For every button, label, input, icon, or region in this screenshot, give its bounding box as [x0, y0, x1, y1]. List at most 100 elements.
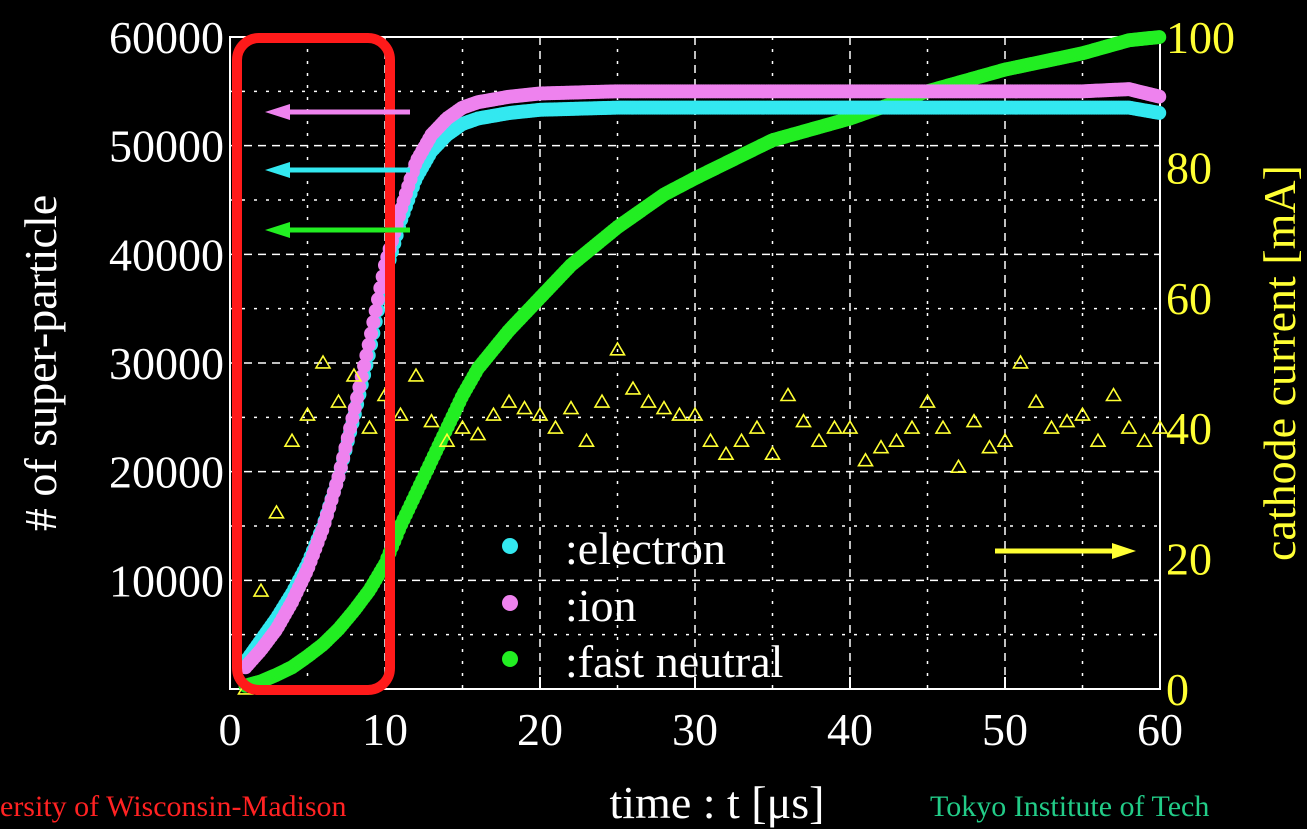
x-tick-label: 0	[219, 704, 242, 755]
data-point	[368, 303, 383, 318]
data-point	[717, 445, 735, 460]
data-point	[357, 358, 372, 373]
data-point	[438, 432, 456, 447]
data-point	[500, 393, 518, 408]
arrow-ion-to-left-axis	[265, 104, 410, 120]
y-left-tick-label: 20000	[109, 447, 224, 498]
data-point	[841, 419, 859, 434]
data-point	[996, 432, 1014, 447]
y-right-axis-title: cathode current [mA]	[1254, 165, 1305, 561]
x-tick-labels: 0 10 20 30 40 50 60	[219, 677, 1183, 755]
arrow-electron-to-left-axis	[265, 162, 410, 178]
legend-label-electron: :electron	[565, 523, 726, 574]
data-point	[686, 406, 704, 421]
legend-label-fast-neutral: :fast neutral	[565, 636, 783, 687]
data-point	[826, 419, 843, 434]
data-point	[299, 406, 316, 421]
data-point	[934, 419, 952, 434]
data-point	[345, 367, 363, 382]
series-electron	[238, 100, 1167, 669]
data-point	[1058, 413, 1076, 428]
data-point	[1152, 89, 1167, 104]
data-point	[347, 401, 362, 416]
data-point	[407, 367, 425, 382]
data-point	[359, 348, 374, 363]
x-axis-title: time : t [μs]	[609, 777, 824, 828]
x-tick-label: 10	[362, 704, 408, 755]
data-point	[1120, 419, 1138, 434]
x-tick-label: 40	[827, 704, 873, 755]
x-tick-label: 30	[672, 704, 718, 755]
data-point	[392, 406, 409, 421]
data-point	[733, 432, 750, 447]
data-point	[810, 432, 828, 447]
footer-right-institution: Tokyo Institute of Tech	[930, 790, 1210, 823]
data-point	[423, 413, 440, 428]
data-point	[314, 354, 332, 369]
y-right-tick-label: 0	[1166, 664, 1189, 715]
data-point	[1043, 419, 1060, 434]
arrow-fast-neutral-to-left-axis	[265, 222, 410, 238]
data-point	[1152, 30, 1167, 45]
y-left-tick-label: 30000	[109, 338, 224, 389]
data-point	[1027, 393, 1045, 408]
data-point	[252, 582, 270, 597]
data-point	[485, 406, 502, 421]
data-point	[1012, 354, 1029, 369]
y-right-tick-label: 40	[1166, 403, 1212, 454]
data-point	[330, 393, 347, 408]
y-left-tick-label: 10000	[109, 555, 224, 606]
data-point	[373, 281, 388, 296]
arrow-cathode-current-to-right-axis	[995, 543, 1136, 559]
data-point	[888, 432, 905, 447]
data-point	[795, 413, 812, 428]
y-left-tick-label: 50000	[109, 121, 224, 172]
data-point	[361, 337, 376, 352]
data-point	[950, 458, 967, 474]
y-left-axis-title: # of super-particle	[15, 195, 66, 531]
data-point	[578, 432, 595, 447]
data-point	[364, 326, 379, 341]
data-point	[1152, 105, 1167, 120]
data-point	[454, 419, 471, 434]
data-point	[1089, 432, 1107, 447]
left-arrows	[265, 104, 410, 238]
y-left-tick-label: 60000	[109, 12, 224, 63]
y-right-tick-label: 80	[1166, 142, 1212, 193]
data-point	[640, 393, 657, 408]
data-point	[350, 390, 365, 405]
x-tick-label: 60	[1137, 704, 1183, 755]
data-point	[354, 369, 369, 384]
data-point	[748, 419, 766, 434]
data-point	[352, 380, 367, 395]
legend: :electron :ion :fast neutral	[502, 523, 783, 687]
data-point	[562, 400, 580, 415]
y-left-tick-label: 40000	[109, 229, 224, 280]
x-tick-label: 50	[982, 704, 1028, 755]
y-right-tick-label: 100	[1166, 12, 1235, 63]
data-point	[903, 419, 921, 434]
data-point	[361, 419, 378, 434]
data-point	[469, 426, 487, 441]
data-point	[779, 387, 797, 402]
data-point	[609, 341, 626, 356]
legend-marker-electron	[502, 538, 518, 554]
data-point	[671, 406, 688, 421]
data-point	[593, 393, 611, 408]
y-right-tick-label: 20	[1166, 534, 1212, 585]
data-point	[371, 292, 386, 307]
data-point	[981, 439, 998, 454]
data-point	[268, 504, 285, 519]
x-tick-label: 20	[517, 704, 563, 755]
data-point	[857, 452, 874, 467]
legend-label-ion: :ion	[565, 580, 637, 631]
data-point	[872, 439, 890, 454]
data-point	[547, 419, 564, 434]
footer-left-institution: ersity of Wisconsin-Madison	[0, 790, 347, 823]
y-right-tick-labels: 0 20 40 60 80 100	[1166, 12, 1235, 715]
y-left-tick-labels: 10000 20000 30000 40000 50000 60000	[109, 12, 224, 606]
data-point	[919, 393, 936, 408]
data-point	[1151, 419, 1169, 434]
